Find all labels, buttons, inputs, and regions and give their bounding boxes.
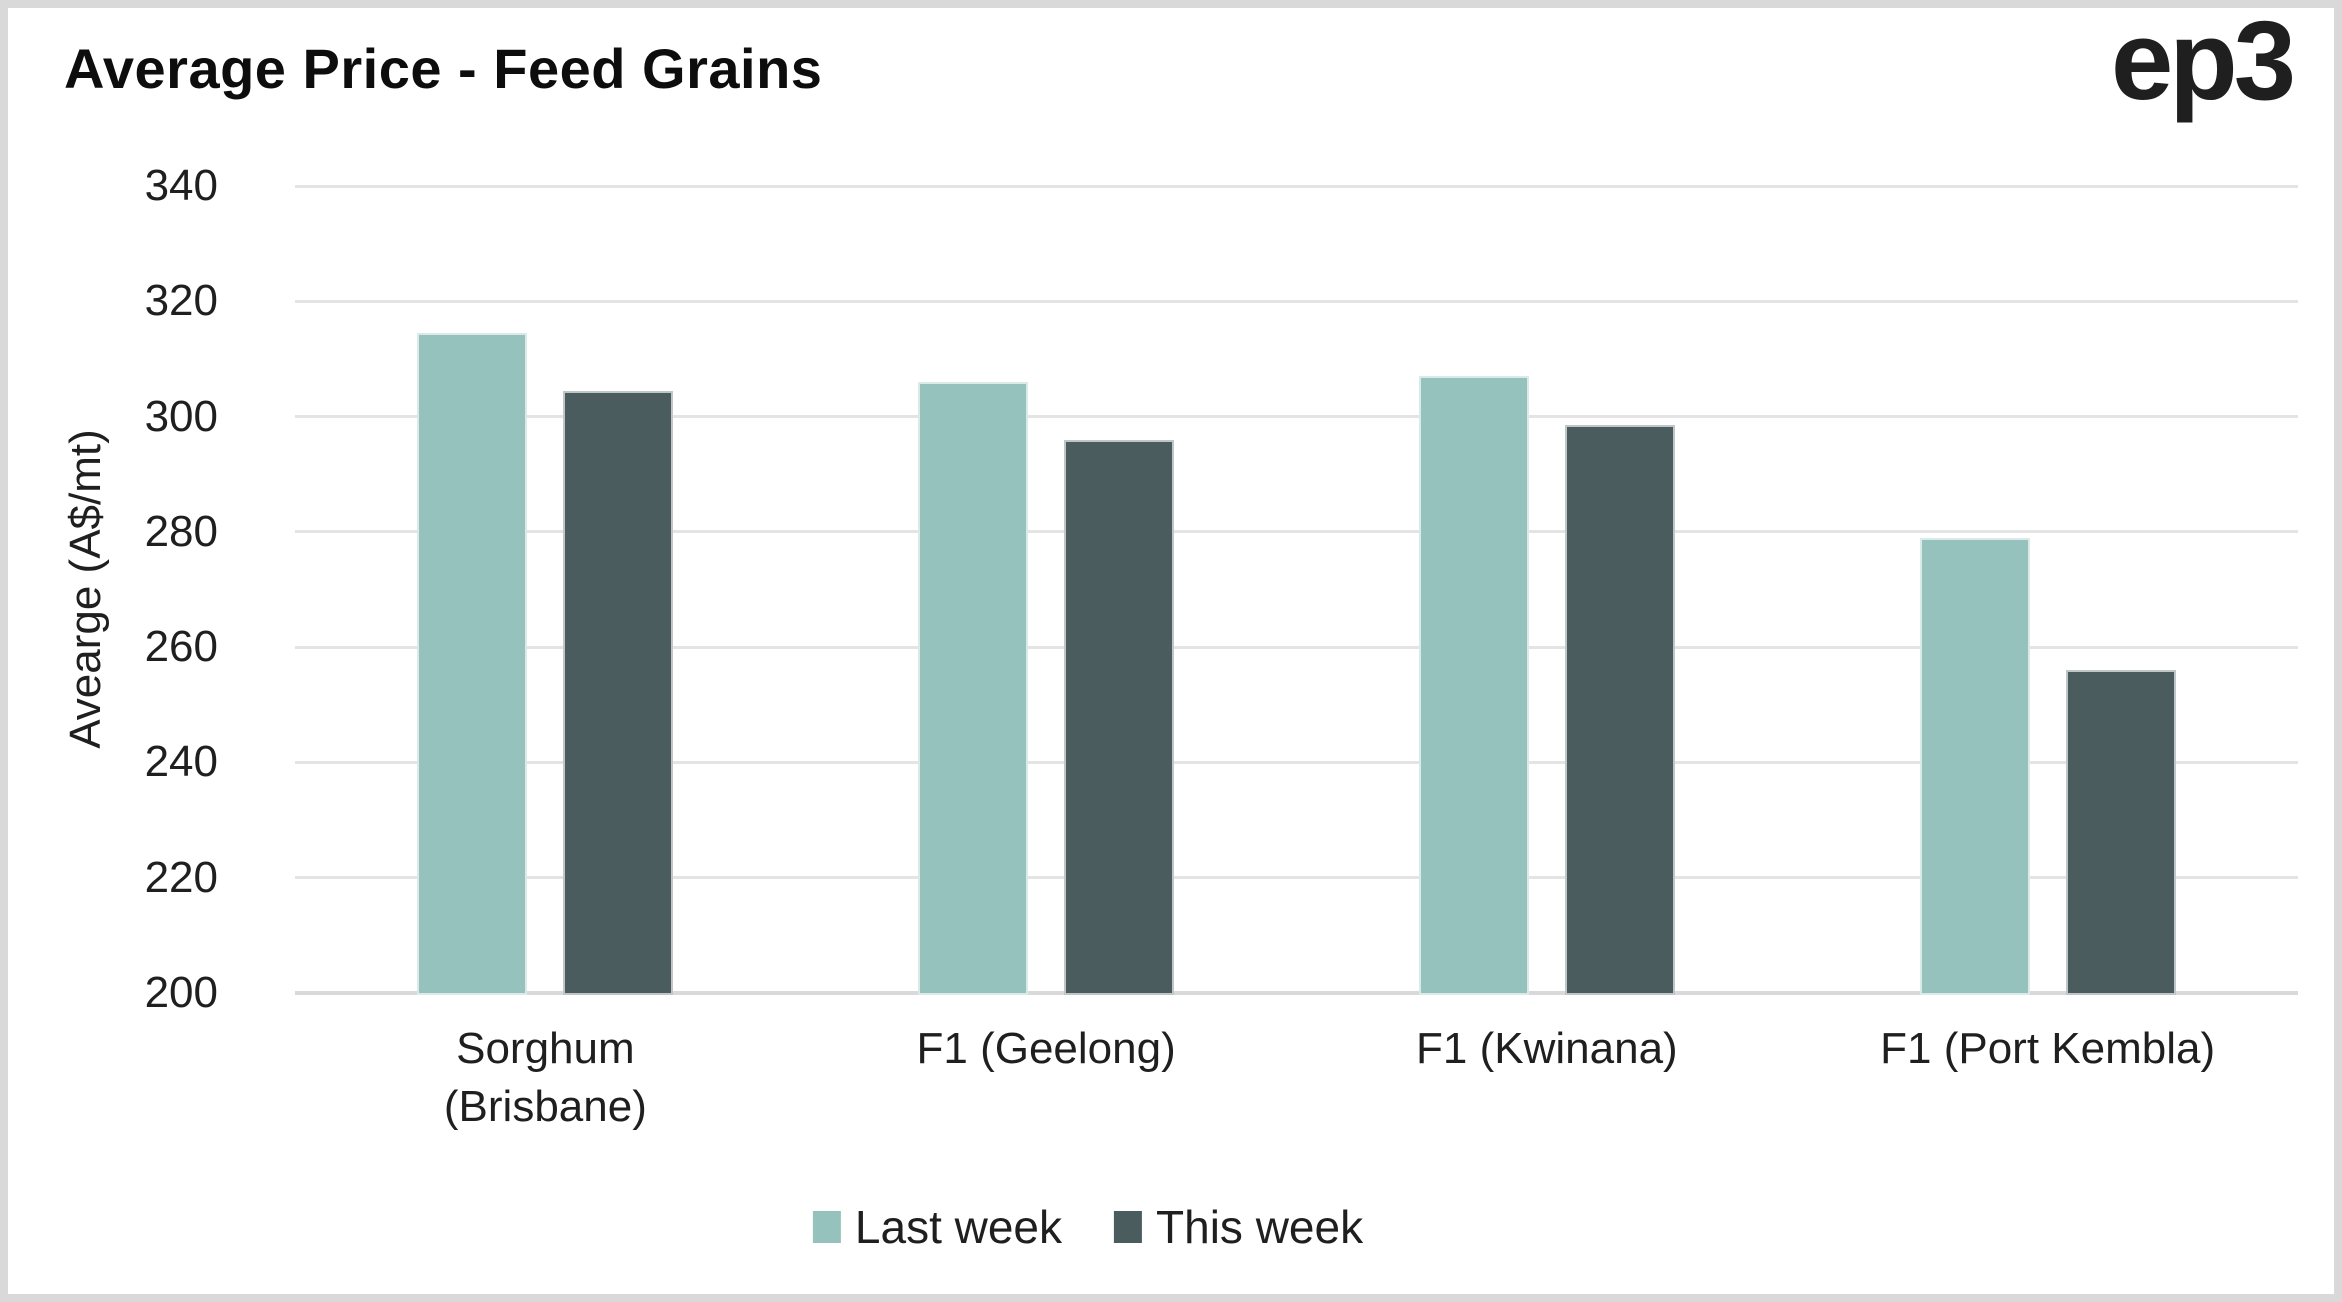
legend-item-last-week: Last week [812,1200,1063,1254]
x-category-label-line: (Brisbane) [443,1082,647,1132]
gridline [295,645,2298,649]
gridline [295,299,2298,303]
y-tick-label: 340 [144,161,218,210]
bar-last-week-f1-kwinana [1418,376,1529,995]
x-category-label: F1 (Kwinana) [1287,1020,1807,1078]
legend-swatch-icon [812,1211,841,1243]
bar-this-week-f1-geelong [1064,439,1175,995]
x-category-label: F1 (Port Kembla) [1788,1020,2308,1078]
gridline [295,760,2298,764]
x-category-label-line: F1 (Kwinana) [1416,1024,1678,1073]
y-tick-label: 240 [144,737,218,787]
bar-this-week-sorghum-brisbane [563,390,674,995]
bar-last-week-f1-port-kembla [1919,537,2030,995]
bar-this-week-f1-port-kembla [2065,670,2176,995]
x-category-label-line: F1 (Geelong) [916,1024,1176,1073]
chart-title: Average Price - Feed Grains [64,37,823,100]
x-category-label-line: F1 (Port Kembla) [1880,1024,2216,1073]
gridline [295,415,2298,419]
y-tick-label: 300 [144,391,218,441]
legend: Last week This week [812,1200,1363,1254]
bar-last-week-f1-geelong [918,381,1029,995]
y-tick-label: 220 [144,852,218,902]
legend-swatch-icon [1114,1211,1143,1243]
y-axis-title: Avearge (A$/mt) [61,429,110,749]
bar-this-week-f1-kwinana [1564,425,1675,995]
x-category-label: Sorghum (Brisbane) [285,1020,805,1136]
gridline [295,876,2298,880]
y-tick-label: 320 [144,276,218,326]
legend-item-this-week: This week [1114,1200,1363,1254]
x-category-label-line: Sorghum [456,1024,635,1073]
x-category-label: F1 (Geelong) [786,1020,1306,1078]
legend-label: This week [1156,1201,1364,1253]
gridline [295,530,2298,534]
legend-label: Last week [854,1201,1063,1253]
bar-last-week-sorghum-brisbane [417,332,528,995]
y-tick-label: 260 [144,622,218,672]
x-axis-line [295,991,2298,995]
gridline [295,184,2298,188]
y-tick-label: 280 [144,506,218,556]
ep3-logo: ep3 [2111,0,2296,123]
y-tick-label: 200 [144,968,218,1017]
